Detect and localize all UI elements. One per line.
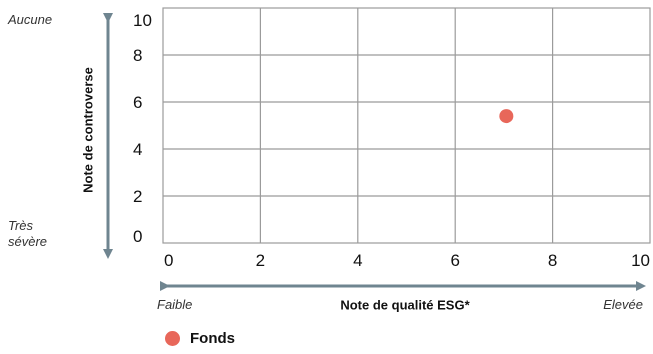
legend-marker — [165, 331, 180, 346]
x-annotation-right: Elevée — [603, 297, 643, 312]
x-axis-title: Note de qualité ESG* — [340, 297, 470, 313]
y-axis-title: Note de controverse — [80, 67, 96, 193]
y-tick-label: 2 — [133, 187, 142, 206]
plot-border — [162, 7, 651, 244]
legend: Fonds — [165, 330, 235, 347]
legend-label: Fonds — [190, 330, 235, 347]
y-annotation-bottom-line2: sévère — [8, 234, 48, 249]
y-tick-label: 8 — [133, 46, 142, 65]
x-tick-label: 4 — [353, 251, 362, 270]
x-tick-label: 6 — [450, 251, 459, 270]
y-tick-label: 6 — [133, 93, 142, 112]
x-tick-label: 2 — [256, 251, 265, 270]
x-tick-label: 8 — [548, 251, 557, 270]
y-tick-label: 10 — [133, 11, 152, 30]
x-annotation-left: Faible — [157, 297, 193, 312]
y-tick-label: 4 — [133, 140, 142, 159]
y-annotation-top: Aucune — [8, 12, 53, 27]
y-annotation-bottom-line1: Très — [8, 218, 34, 233]
y-tick-label: 0 — [133, 227, 142, 246]
x-tick-label: 0 — [164, 251, 173, 270]
data-point-fonds — [499, 109, 514, 124]
x-tick-label: 10 — [631, 251, 650, 270]
